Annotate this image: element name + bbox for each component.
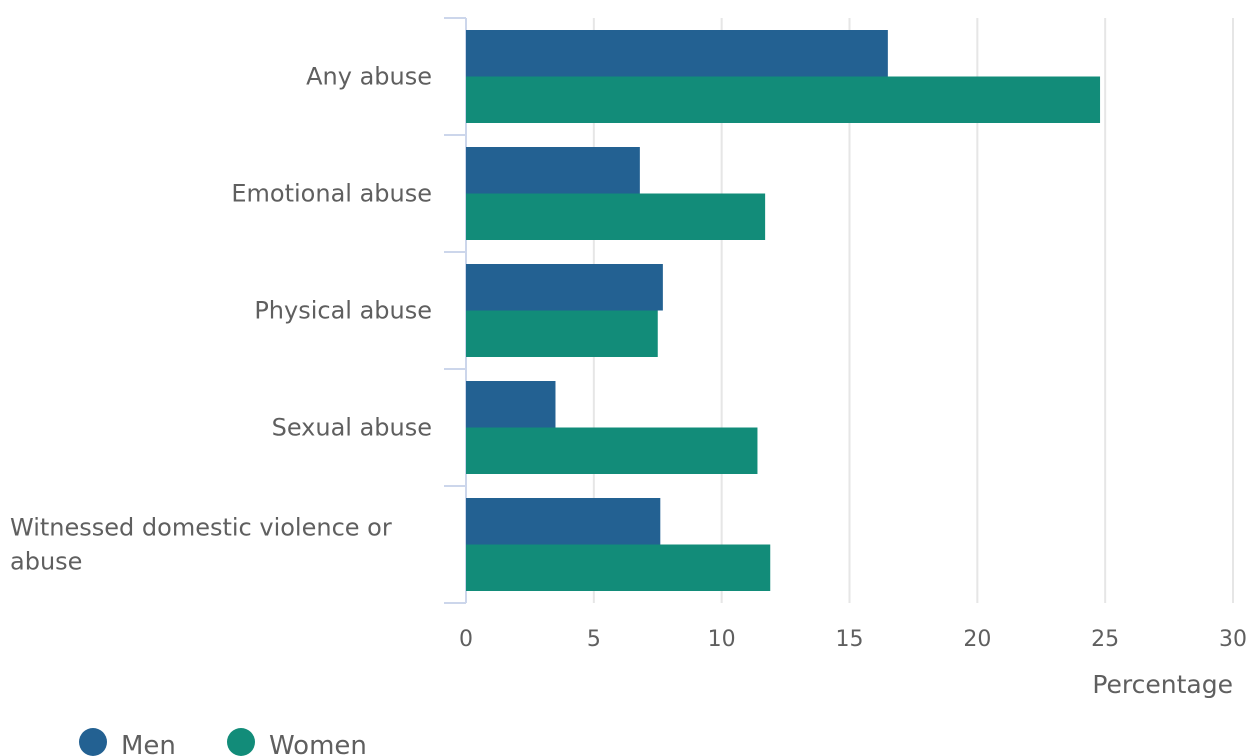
legend: Men Women [79,728,367,756]
legend-swatch-icon [227,728,255,756]
category-label-1: Emotional abuse [231,180,432,208]
legend-label: Women [269,731,367,756]
bar-men-0 [466,30,888,77]
bar-men-2 [466,264,663,311]
x-tick-label-5: 5 [587,627,601,652]
x-tick-label-20: 20 [963,627,991,652]
bar-women-4 [466,544,771,591]
x-tick-label-30: 30 [1219,627,1247,652]
x-tick-label-0: 0 [459,627,473,652]
x-axis-title: Percentage [1092,670,1233,699]
bar-men-4 [466,498,661,545]
y-axis [444,17,467,604]
x-tick-label-10: 10 [708,627,736,652]
bar-men-3 [466,381,556,428]
bar-women-2 [466,310,658,357]
category-label-3: Sexual abuse [272,414,432,442]
legend-item-men[interactable]: Men [79,728,176,756]
x-tick-label-25: 25 [1091,627,1119,652]
category-label-0: Any abuse [306,63,432,91]
bar-women-1 [466,193,766,240]
category-label-4: Witnessed domestic violence or abuse [10,514,392,576]
x-tick-label-15: 15 [836,627,864,652]
category-label-2: Physical abuse [254,297,432,325]
bar-women-0 [466,76,1101,123]
category-labels: Any abuse Emotional abuse Physical abuse Se… [10,63,432,576]
bars [466,30,1101,591]
legend-label: Men [121,731,176,756]
bar-men-1 [466,147,640,194]
x-tick-labels: 0 5 10 15 20 25 30 [459,627,1247,652]
legend-item-women[interactable]: Women [227,728,367,756]
legend-swatch-icon [79,728,107,756]
bar-women-3 [466,427,758,474]
